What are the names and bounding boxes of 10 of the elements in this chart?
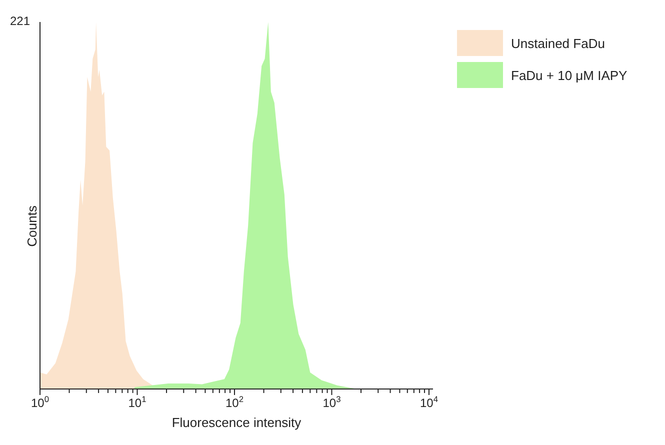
x-tick-label: 10$^{1}$ [128,394,147,410]
x-tick-label: 10$^{2}$ [225,394,244,410]
x-tick-label: 10$^{4}$ [420,394,438,410]
x-tick-label: 10$^{3}$ [322,394,342,410]
x-tick-label: 10$^{0}$ [30,394,50,410]
y-axis-title: Counts [24,205,40,247]
legend-label: Unstained FaDu [511,36,605,50]
x-axis-title: Fluorescence intensity [172,415,302,430]
text: 221 [10,14,30,28]
legend-label: FaDu + 10 μM IAPY [511,68,628,82]
